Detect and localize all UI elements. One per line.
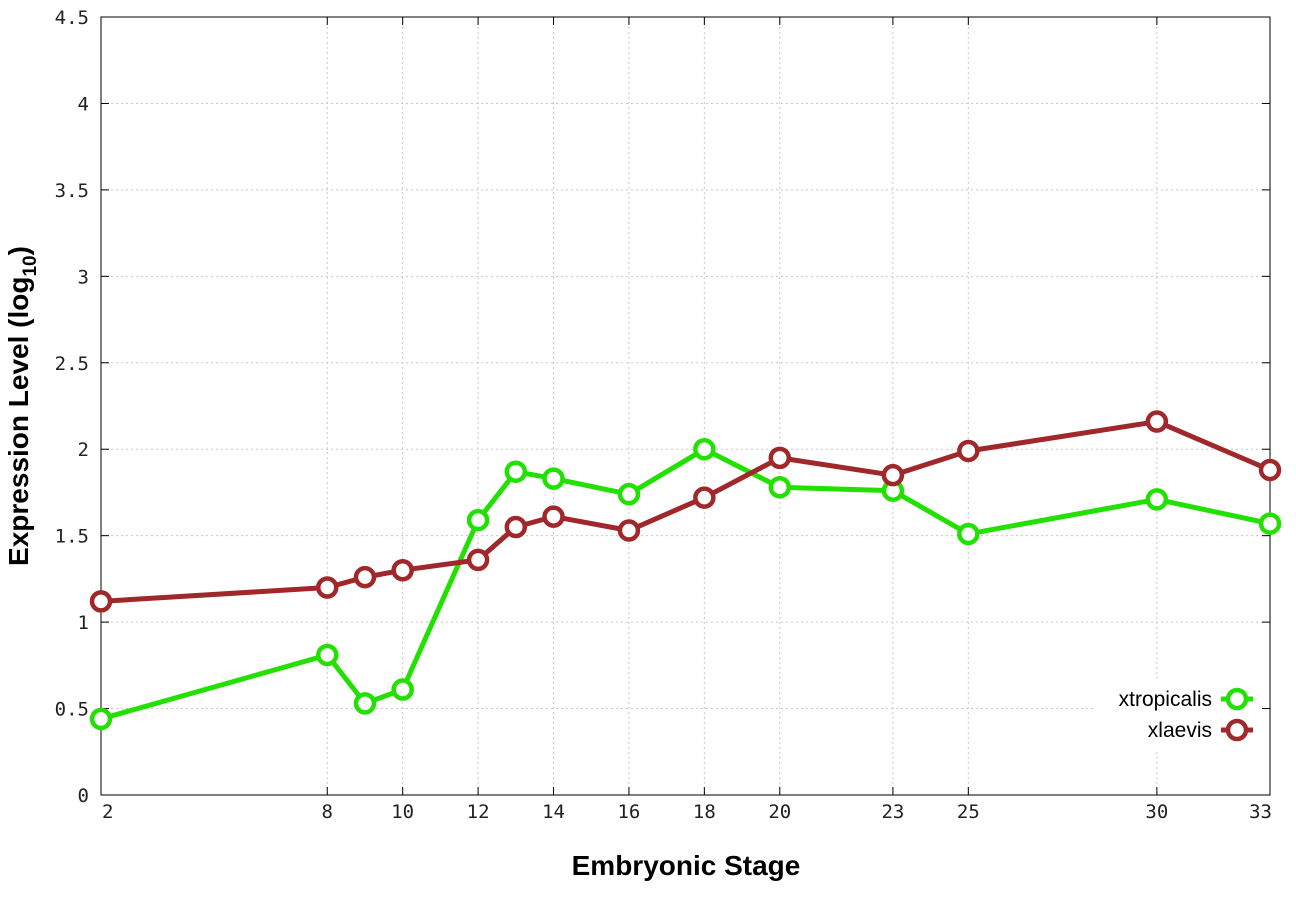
y-tick-label: 2 <box>78 439 89 461</box>
series-line-xtropicalis <box>100 446 1271 722</box>
legend-label-xlaevis: xlaevis <box>1148 719 1212 742</box>
x-tick-label: 16 <box>617 801 640 823</box>
x-tick-label: 33 <box>1249 801 1272 823</box>
legend-marker-xlaevis <box>1225 718 1249 742</box>
data-point-xtropicalis <box>1258 512 1282 535</box>
data-point-xlaevis <box>1258 458 1282 482</box>
data-point-xlaevis <box>316 576 339 599</box>
data-point-xtropicalis <box>89 707 113 731</box>
legend-label-xtropicalis: xtropicalis <box>1119 688 1212 711</box>
data-point-xlaevis <box>391 558 414 582</box>
data-point-xlaevis <box>957 439 980 463</box>
legend-entry-xtropicalis: xtropicalis <box>1119 687 1253 711</box>
y-tick-label: 1.5 <box>55 526 89 548</box>
legend: xtropicalis xlaevis <box>1096 679 1262 751</box>
data-point-xtropicalis <box>1145 488 1169 511</box>
y-tick-label: 0 <box>78 785 89 807</box>
y-axis-title-close: ) <box>3 246 34 255</box>
data-point-xtropicalis <box>504 460 528 483</box>
data-point-xtropicalis <box>316 643 339 667</box>
data-point-xtropicalis <box>466 508 490 532</box>
y-tick-label: 2.5 <box>55 353 89 375</box>
data-point-xtropicalis <box>768 476 792 499</box>
x-tick-label: 10 <box>391 801 414 823</box>
y-tick-label: 0.5 <box>55 699 89 721</box>
y-tick-label: 3.5 <box>55 180 89 202</box>
x-tick-label: 2 <box>102 801 113 823</box>
axis-ticks: 0 0.5 1 1.5 2 2.5 3 3.5 4 4.5 2 8 10 12 14 16 18 20 23 25 30… <box>55 7 1272 823</box>
legend-marker-xtropicalis <box>1225 687 1249 711</box>
x-tick-label: 14 <box>542 801 565 823</box>
plot-frame <box>100 16 1271 796</box>
x-tick-label: 8 <box>322 801 333 823</box>
data-point-xlaevis <box>466 548 490 572</box>
y-tick-label: 3 <box>78 266 89 288</box>
data-point-xlaevis <box>542 505 565 528</box>
x-tick-label: 20 <box>768 801 791 823</box>
y-axis-title-subscript: 10 <box>20 255 41 276</box>
data-point-xtropicalis <box>542 467 565 490</box>
series-layer <box>89 410 1282 731</box>
series-xtropicalis <box>89 437 1282 731</box>
data-point-xtropicalis <box>617 482 641 506</box>
data-point-xtropicalis <box>353 692 377 715</box>
data-point-xlaevis <box>1145 410 1169 433</box>
x-tick-label: 18 <box>693 801 716 823</box>
x-tick-label: 25 <box>957 801 980 823</box>
x-tick-label: 23 <box>881 801 904 823</box>
legend-entry-xlaevis: xlaevis <box>1148 718 1253 742</box>
x-tick-label: 30 <box>1145 801 1168 823</box>
y-tick-label: 1 <box>78 612 89 634</box>
y-tick-label: 4 <box>78 93 89 115</box>
data-point-xlaevis <box>504 515 528 539</box>
data-point-xtropicalis <box>957 522 980 546</box>
x-axis-title: Embryonic Stage <box>572 850 801 881</box>
data-point-xlaevis <box>617 519 641 542</box>
series-xlaevis <box>89 410 1282 613</box>
data-point-xlaevis <box>89 590 113 613</box>
grid <box>101 17 1270 795</box>
x-tick-label: 12 <box>467 801 490 823</box>
y-axis-title-main: Expression Level (log <box>3 277 34 566</box>
y-axis-title: Expression Level (log10) <box>3 246 41 566</box>
data-point-xlaevis <box>353 565 377 589</box>
data-point-xtropicalis <box>693 437 716 461</box>
data-point-xtropicalis <box>391 678 414 701</box>
data-point-xlaevis <box>768 446 792 470</box>
data-point-xlaevis <box>693 486 716 509</box>
y-tick-label: 4.5 <box>55 7 89 29</box>
data-point-xlaevis <box>881 463 905 487</box>
